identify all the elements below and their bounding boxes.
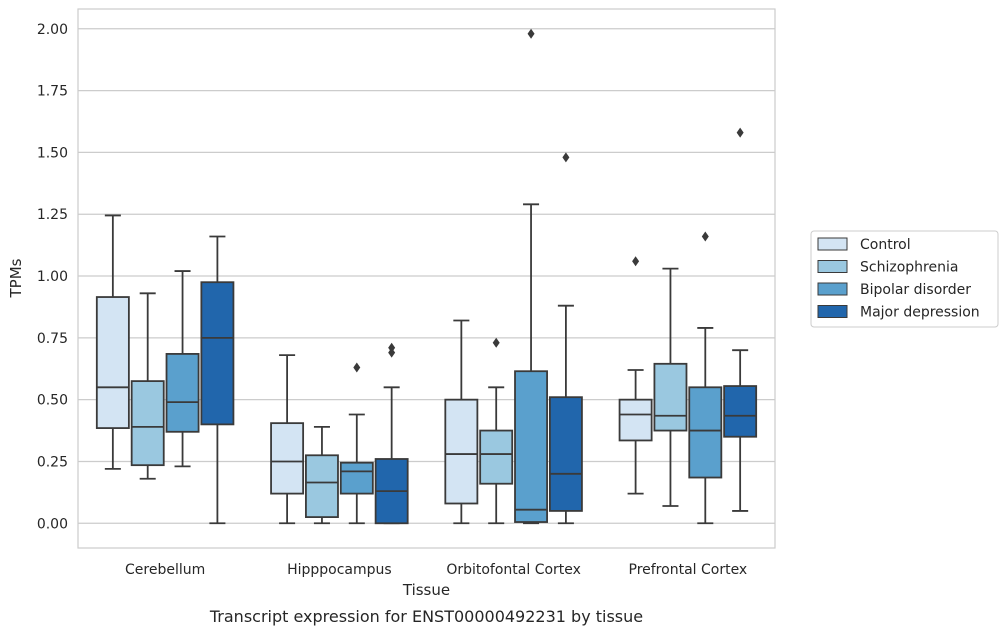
legend: Control Schizophrenia Bipolar disorder Majo… [810,230,999,328]
x-tick-label: Orbitofontal Cortex [446,562,581,578]
outlier-point [388,342,396,353]
outlier-point [701,231,709,242]
box-iqr [653,362,688,432]
box-1-2 [270,354,305,525]
box-iqr [200,281,235,426]
legend-swatch [817,260,848,273]
outlier-point [492,337,500,348]
outlier-point [632,256,640,267]
y-tick-label: 1.25 [37,207,68,223]
legend-label: Control [860,237,911,253]
box-iqr [514,370,548,523]
box-2-4 [653,267,688,507]
x-tick-label: Prefrontal Cortex [629,562,748,578]
plot-frame [77,8,776,549]
box-iqr [305,454,339,518]
legend-label: Schizophrenia [860,260,958,276]
legend-swatch [817,237,848,251]
box-4-4 [723,127,758,512]
y-tick-label: 1.50 [37,145,68,161]
box-1-4 [618,256,653,495]
y-tick-label: 0.25 [37,454,68,470]
box-iqr [548,396,583,512]
chart-caption: Transcript expression for ENST0000049223… [209,607,643,626]
box-iqr [618,398,653,442]
y-tick-label: 0.75 [37,331,68,347]
legend-swatch [817,282,848,296]
y-tick-labels: 0.00 0.25 0.50 0.75 1.00 1.25 1.50 1.75 2.00 [37,22,68,532]
y-tick-label: 1.75 [37,84,68,100]
y-tick-label: 0.50 [37,393,68,409]
box-iqr [723,385,758,438]
legend-label: Major depression [860,305,980,321]
box-iqr [479,429,514,485]
box-2-2 [305,425,339,525]
box-2-3 [479,337,514,525]
box-3-1 [165,270,200,468]
outlier-point [562,152,570,163]
box-4-2 [374,342,409,525]
legend-swatch [817,305,848,318]
box-1-1 [95,214,130,470]
box-iqr [270,422,305,495]
y-tick-label: 0.00 [37,516,68,532]
box-3-3 [514,28,548,525]
box-iqr [444,398,479,505]
box-2-1 [130,292,165,480]
box-iqr [95,296,130,429]
x-tick-labels: Cerebellum Hipppocampus Orbitofontal Corte… [125,562,747,578]
x-tick-label: Cerebellum [125,562,205,578]
outlier-point [736,127,744,138]
outlier-point [527,28,535,39]
y-tick-label: 2.00 [37,22,68,38]
box-4-1 [200,235,235,525]
box-series [95,28,758,525]
box-iqr [339,461,374,495]
box-iqr [688,386,723,479]
box-4-3 [548,152,583,525]
box-1-3 [444,319,479,525]
box-iqr [130,380,165,467]
x-axis-label: Tissue [402,581,450,599]
legend-frame [810,230,999,328]
y-axis-label: TPMs [7,258,25,298]
box-3-4 [688,231,723,525]
box-iqr [165,353,200,433]
box-3-2 [339,362,374,525]
legend-label: Bipolar disorder [860,282,971,298]
x-tick-label: Hipppocampus [287,562,392,578]
outlier-point [353,362,361,373]
y-tick-label: 1.00 [37,269,68,285]
